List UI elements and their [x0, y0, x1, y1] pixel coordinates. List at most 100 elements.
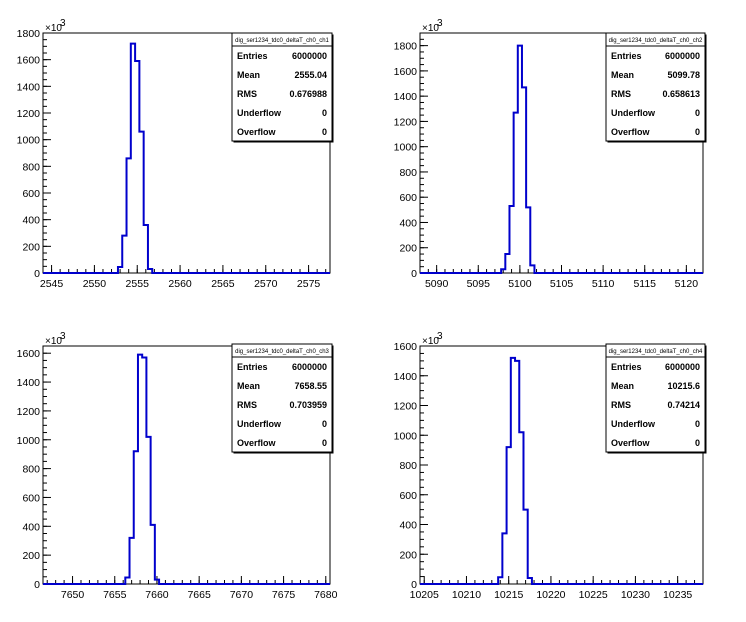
stats-box-frame: [605, 32, 706, 142]
y-tick-label: 200: [22, 241, 40, 253]
y-tick-label: 1000: [394, 142, 418, 154]
stats-label: Mean: [237, 381, 260, 391]
y-exponent-power: 3: [60, 331, 66, 342]
x-tick-label: 2575: [297, 278, 321, 290]
y-tick-label: 800: [399, 167, 417, 179]
y-tick-label: 800: [22, 161, 40, 173]
stats-value: 0.658613: [662, 89, 700, 99]
x-tick-label: 7655: [103, 589, 127, 601]
x-tick-label: 7650: [61, 589, 85, 601]
stats-box: dig_ser1234_tdc0_deltaT_ch0_ch4 Entries 60…: [605, 343, 707, 454]
y-exponent-label: ×10: [45, 23, 62, 34]
stats-label: Underflow: [611, 419, 656, 429]
stats-label: Entries: [611, 362, 642, 372]
y-tick-label: 0: [34, 579, 40, 591]
histogram-pad-4: 0 200 400 600 800 1000 1200 1400 1600 10205 10210 1…: [394, 331, 707, 601]
stats-value: 0: [322, 127, 327, 137]
x-tick-label: 5120: [675, 278, 699, 290]
y-tick-label: 200: [22, 550, 40, 562]
x-tick-label: 7680: [314, 589, 338, 601]
y-tick-label: 1200: [17, 406, 41, 418]
y-tick-label: 0: [34, 268, 40, 280]
y-exponent-power: 3: [437, 18, 443, 29]
y-tick-label: 1000: [17, 135, 41, 147]
y-tick-label: 600: [22, 492, 40, 504]
x-tick-label: 7665: [187, 589, 211, 601]
y-tick-label: 1200: [394, 401, 418, 413]
stats-label: Overflow: [611, 438, 651, 448]
y-tick-label: 600: [399, 490, 417, 502]
stats-label: Overflow: [611, 127, 651, 137]
stats-box-frame: [231, 343, 333, 453]
stats-title: dig_ser1234_tdc0_deltaT_ch0_ch3: [235, 349, 329, 355]
stats-label: RMS: [237, 400, 257, 410]
y-tick-label: 1000: [394, 430, 418, 442]
x-tick-label: 10230: [621, 589, 650, 601]
stats-label: Overflow: [237, 127, 277, 137]
stats-title: dig_ser1234_tdc0_deltaT_ch0_ch4: [609, 349, 703, 355]
histogram-pad-2: 0 200 400 600 800 1000 1200 1400 1600 1800 5090 509…: [394, 18, 707, 290]
x-tick-label: 2560: [168, 278, 192, 290]
stats-value: 10215.6: [667, 381, 700, 391]
y-tick-label: 1200: [17, 108, 41, 120]
stats-box-frame: [605, 343, 706, 453]
x-tick-label: 7660: [145, 589, 169, 601]
stats-label: Mean: [237, 70, 260, 80]
histogram-pad-3: 0 200 400 600 800 1000 1200 1400 1600 7650 7655 766…: [17, 331, 338, 601]
histogram-outline: [420, 356, 703, 585]
histogram-outline: [420, 44, 703, 274]
stats-value: 7658.55: [294, 381, 327, 391]
y-tick-label: 1200: [394, 116, 418, 128]
histogram-pad-1: 0 200 400 600 800 1000 1200 1400 1600 1800 2545 255…: [17, 18, 334, 290]
stats-value: 0: [695, 108, 700, 118]
x-tick-label: 10215: [494, 589, 523, 601]
x-tick-label: 2555: [126, 278, 150, 290]
x-tick-label: 2545: [40, 278, 64, 290]
y-exponent-label: ×10: [45, 336, 62, 347]
y-exponent-label: ×10: [422, 23, 439, 34]
x-tick-label: 5095: [467, 278, 491, 290]
stats-label: Overflow: [237, 438, 277, 448]
y-exponent-label: ×10: [422, 336, 439, 347]
y-tick-label: 1400: [17, 81, 41, 93]
x-tick-label: 5105: [550, 278, 574, 290]
stats-value: 2555.04: [294, 70, 327, 80]
stats-value: 0: [695, 127, 700, 137]
stats-label: RMS: [237, 89, 257, 99]
stats-value: 5099.78: [667, 70, 700, 80]
stats-label: Underflow: [237, 108, 282, 118]
x-tick-label: 2550: [83, 278, 107, 290]
stats-label: Mean: [611, 70, 634, 80]
stats-value: 0.74214: [667, 400, 700, 410]
stats-label: Entries: [611, 51, 642, 61]
stats-value: 6000000: [665, 51, 700, 61]
y-tick-label: 600: [22, 188, 40, 200]
y-tick-label: 0: [411, 268, 417, 280]
y-tick-label: 400: [22, 215, 40, 227]
y-tick-label: 1000: [17, 435, 41, 447]
y-tick-label: 400: [399, 520, 417, 532]
stats-value: 0: [322, 438, 327, 448]
y-tick-label: 200: [399, 549, 417, 561]
x-tick-label: 7670: [230, 589, 254, 601]
y-tick-label: 800: [22, 464, 40, 476]
x-tick-label: 7675: [272, 589, 296, 601]
stats-title: dig_ser1234_tdc0_deltaT_ch0_ch1: [235, 38, 329, 44]
x-tick-label: 10210: [452, 589, 481, 601]
stats-value: 6000000: [292, 362, 327, 372]
y-tick-label: 400: [399, 217, 417, 229]
stats-box: dig_ser1234_tdc0_deltaT_ch0_ch2 Entries 60…: [605, 32, 707, 143]
stats-box: dig_ser1234_tdc0_deltaT_ch0_ch3 Entries 60…: [231, 343, 334, 454]
stats-value: 0: [695, 438, 700, 448]
x-tick-label: 2570: [254, 278, 278, 290]
stats-title: dig_ser1234_tdc0_deltaT_ch0_ch2: [609, 38, 703, 44]
histogram-outline: [43, 42, 330, 274]
stats-value: 0: [322, 419, 327, 429]
stats-value: 0.703959: [289, 400, 327, 410]
y-tick-label: 600: [399, 192, 417, 204]
stats-box: dig_ser1234_tdc0_deltaT_ch0_ch1 Entries 60…: [231, 32, 334, 143]
y-tick-label: 0: [411, 579, 417, 591]
y-tick-label: 1600: [394, 341, 418, 353]
x-tick-label: 10225: [579, 589, 608, 601]
